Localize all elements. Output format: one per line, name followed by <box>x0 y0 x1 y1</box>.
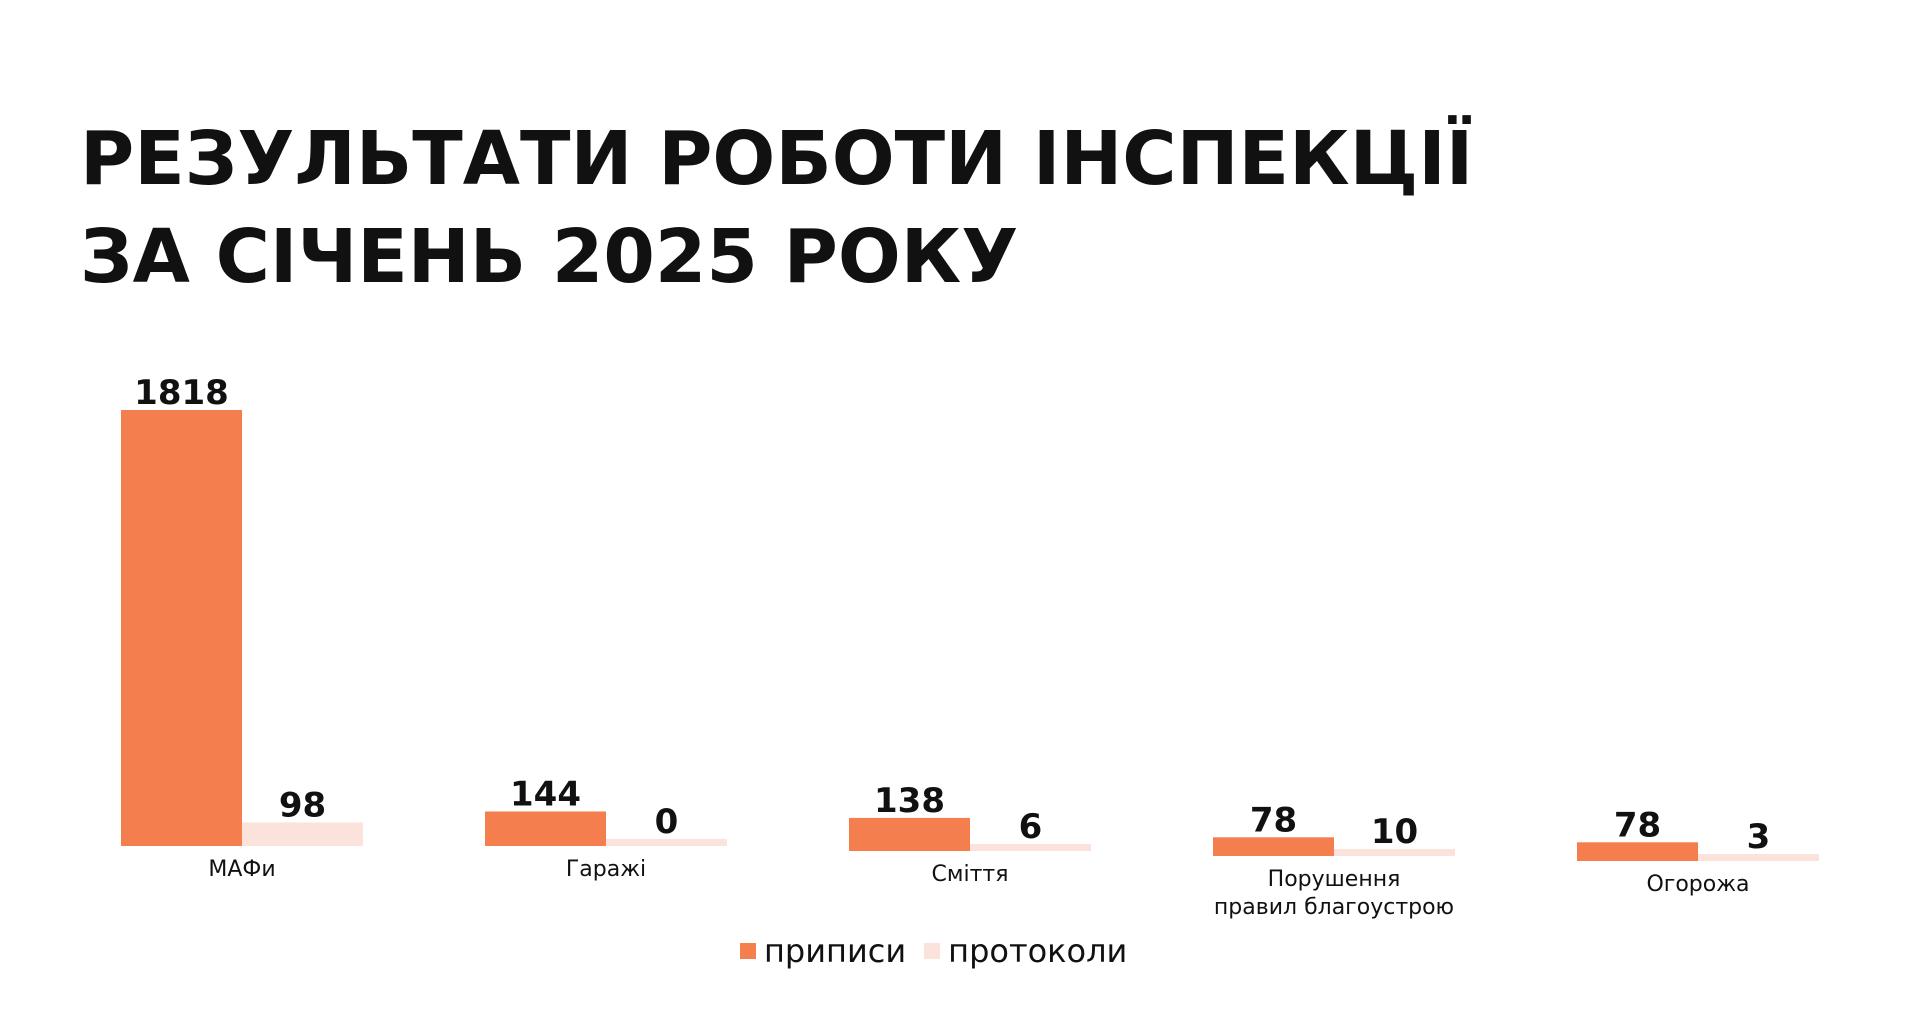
value-label-protocols-3: 10 <box>1371 812 1418 852</box>
value-label-prescriptions-3: 78 <box>1250 800 1297 840</box>
bar-prescriptions-2 <box>849 817 970 851</box>
bar-protocols-4 <box>1698 854 1819 861</box>
bar-protocols-3 <box>1334 849 1455 856</box>
title-line-2: ЗА СІЧЕНЬ 2025 РОКУ <box>80 214 1019 300</box>
value-label-prescriptions-0: 1818 <box>134 373 229 413</box>
value-label-prescriptions-2: 138 <box>874 781 945 821</box>
legend-label-prescriptions: приписи <box>764 932 907 970</box>
legend-item-protocols: протоколи <box>924 932 1127 970</box>
bar-prescriptions-1 <box>485 811 606 846</box>
category-label-4: Огорожа <box>1646 872 1749 897</box>
value-label-protocols-1: 0 <box>655 802 679 842</box>
category-label-3-line-1: правил благоустрою <box>1214 895 1454 920</box>
bar-protocols-0 <box>242 822 363 846</box>
category-label-2: Сміття <box>932 862 1009 887</box>
value-label-prescriptions-4: 78 <box>1614 805 1661 845</box>
bar-prescriptions-3 <box>1213 837 1334 856</box>
value-label-protocols-2: 6 <box>1019 807 1043 847</box>
legend-swatch-prescriptions <box>740 943 756 959</box>
chart-legend: приписи протоколи <box>740 932 1127 970</box>
category-label-0: МАФи <box>208 857 275 882</box>
value-label-protocols-4: 3 <box>1747 817 1771 857</box>
legend-swatch-protocols <box>924 943 941 959</box>
value-label-protocols-0: 98 <box>279 785 326 825</box>
value-label-prescriptions-1: 144 <box>510 774 581 814</box>
category-label-3-line-0: Порушення <box>1268 867 1401 892</box>
legend-label-protocols: протоколи <box>948 932 1128 970</box>
bar-prescriptions-0 <box>121 410 242 846</box>
bar-protocols-2 <box>970 844 1091 851</box>
bar-prescriptions-4 <box>1577 842 1698 861</box>
title-line-1: РЕЗУЛЬТАТИ РОБОТИ ІНСПЕКЦІЇ <box>80 116 1474 202</box>
page-title: РЕЗУЛЬТАТИ РОБОТИ ІНСПЕКЦІЇ ЗА СІЧЕНЬ 20… <box>80 110 1473 306</box>
bar-protocols-1 <box>606 839 727 846</box>
category-label-1: Гаражі <box>566 857 646 882</box>
legend-item-prescriptions: приписи <box>740 932 906 970</box>
